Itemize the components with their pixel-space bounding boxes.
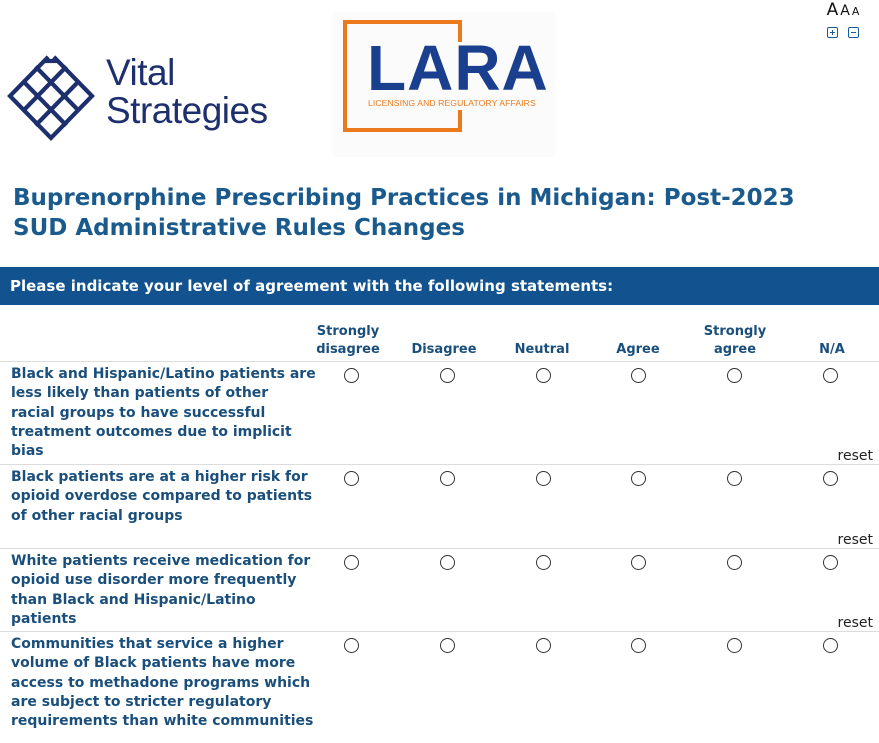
matrix-row: Black patients are at a higher risk for … xyxy=(0,465,879,549)
radio-na[interactable] xyxy=(822,638,838,653)
page-title: Buprenorphine Prescribing Practices in M… xyxy=(13,185,795,241)
font-size-large[interactable]: A xyxy=(826,0,839,20)
row-statement: Black and Hispanic/Latino patients are l… xyxy=(11,366,316,460)
vital-strategies-logo: Vital Strategies xyxy=(6,48,306,143)
radio-strongly-agree[interactable] xyxy=(726,555,742,570)
reset-link[interactable]: reset xyxy=(837,532,873,548)
column-header-agree: Agree xyxy=(616,342,660,357)
lara-subtitle: LICENSING AND REGULATORY AFFAIRS xyxy=(368,98,536,108)
radio-neutral[interactable] xyxy=(535,368,551,383)
radio-neutral[interactable] xyxy=(535,555,551,570)
radio-disagree[interactable] xyxy=(439,555,455,570)
matrix-column-headers: Strongly disagree Disagree Neutral Agree … xyxy=(0,305,879,362)
reset-link[interactable]: reset xyxy=(837,615,873,631)
radio-agree[interactable] xyxy=(630,555,646,570)
radio-na[interactable] xyxy=(822,471,838,486)
vital-line: Vital xyxy=(106,52,175,93)
minus-square-icon[interactable] xyxy=(848,27,859,38)
column-header-strongly-disagree: Strongly disagree xyxy=(316,324,380,357)
strategies-line: Strategies xyxy=(106,90,268,131)
radio-strongly-disagree[interactable] xyxy=(343,368,359,383)
column-header-na: N/A xyxy=(819,342,845,357)
font-size-controls: A A A xyxy=(821,0,865,38)
radio-na[interactable] xyxy=(822,368,838,383)
section-header: Please indicate your level of agreement … xyxy=(0,267,879,305)
lara-wordmark: LARA xyxy=(367,32,549,104)
radio-disagree[interactable] xyxy=(439,368,455,383)
column-header-disagree: Disagree xyxy=(411,342,477,357)
column-header-neutral: Neutral xyxy=(514,342,570,357)
radio-disagree[interactable] xyxy=(439,471,455,486)
radio-strongly-agree[interactable] xyxy=(726,368,742,383)
lara-logo: LARA LICENSING AND REGULATORY AFFAIRS xyxy=(333,12,555,157)
font-size-small[interactable]: A xyxy=(851,5,860,18)
matrix-row: Communities that service a higher volume… xyxy=(0,632,879,743)
row-statement: Black patients are at a higher risk for … xyxy=(11,469,313,524)
likert-matrix: Strongly disagree Disagree Neutral Agree … xyxy=(0,305,879,743)
radio-strongly-agree[interactable] xyxy=(726,471,742,486)
radio-strongly-agree[interactable] xyxy=(726,638,742,653)
plus-square-icon[interactable] xyxy=(827,27,838,38)
radio-strongly-disagree[interactable] xyxy=(343,471,359,486)
row-statement: Communities that service a higher volume… xyxy=(11,636,314,730)
font-size-medium[interactable]: A xyxy=(840,3,850,19)
matrix-row: White patients receive medication for op… xyxy=(0,549,879,632)
row-statement: White patients receive medication for op… xyxy=(11,553,311,627)
reset-link[interactable]: reset xyxy=(837,448,873,464)
vital-strategies-wordmark: Vital Strategies xyxy=(106,54,268,130)
radio-disagree[interactable] xyxy=(439,638,455,653)
radio-agree[interactable] xyxy=(630,368,646,383)
radio-neutral[interactable] xyxy=(535,638,551,653)
radio-strongly-disagree[interactable] xyxy=(343,638,359,653)
column-header-strongly-agree: Strongly agree xyxy=(703,324,767,357)
radio-agree[interactable] xyxy=(630,471,646,486)
radio-strongly-disagree[interactable] xyxy=(343,555,359,570)
lara-frame-icon xyxy=(343,20,462,132)
radio-agree[interactable] xyxy=(630,638,646,653)
radio-neutral[interactable] xyxy=(535,471,551,486)
radio-na[interactable] xyxy=(822,555,838,570)
vital-strategies-lattice-icon xyxy=(7,50,95,142)
font-size-letters: A A A xyxy=(821,0,865,20)
matrix-row: Black and Hispanic/Latino patients are l… xyxy=(0,362,879,465)
